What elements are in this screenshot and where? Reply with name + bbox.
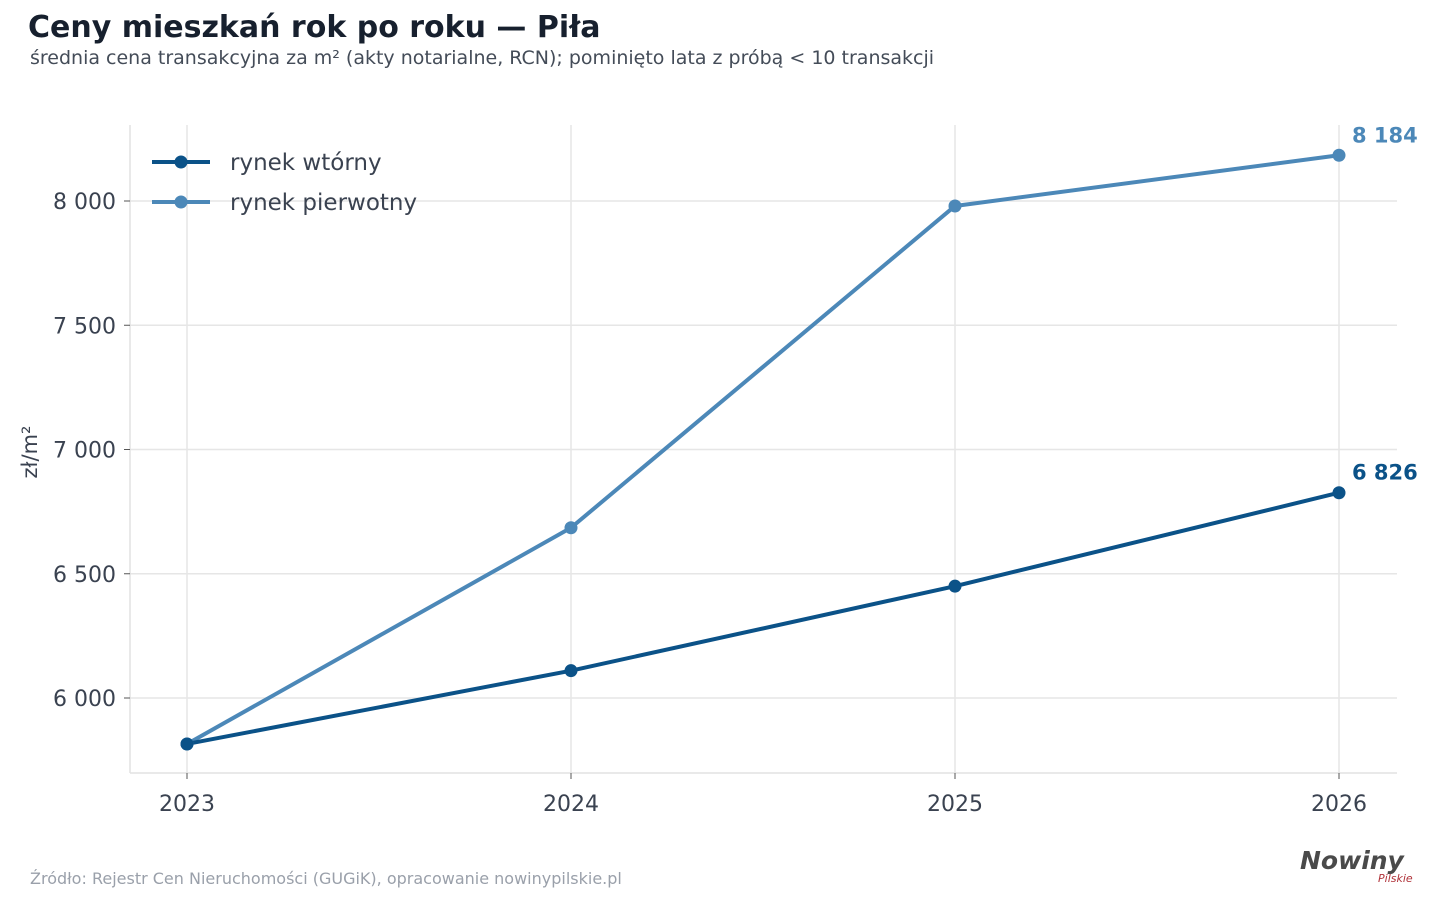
data-point bbox=[1332, 486, 1346, 500]
y-axis-label: zł/m² bbox=[18, 426, 42, 479]
x-tick-label: 2024 bbox=[543, 792, 599, 817]
logo-subtext: Pilskie bbox=[1378, 872, 1413, 885]
chart-subtitle: średnia cena transakcyjna za m² (akty no… bbox=[30, 47, 935, 69]
grid-lines bbox=[130, 125, 1397, 773]
logo-wordmark: Nowiny bbox=[1300, 846, 1404, 875]
series-line bbox=[185, 153, 1341, 746]
data-point bbox=[1332, 148, 1346, 162]
legend-label: rynek pierwotny bbox=[230, 190, 417, 216]
y-tick-label: 6 500 bbox=[53, 563, 116, 588]
chart-title: Ceny mieszkań rok po roku — Piła bbox=[28, 10, 601, 45]
x-tick-label: 2025 bbox=[927, 792, 983, 817]
end-value-label: 6 826 bbox=[1352, 461, 1418, 485]
y-tick-label: 6 000 bbox=[53, 687, 116, 712]
legend-swatch-marker bbox=[174, 195, 188, 209]
y-tick-label: 7 500 bbox=[53, 314, 116, 339]
legend: rynek wtórny rynek pierwotny bbox=[152, 150, 417, 216]
legend-label: rynek wtórny bbox=[230, 150, 382, 176]
data-point bbox=[564, 521, 578, 535]
publisher-logo: Nowiny Pilskie bbox=[1300, 846, 1416, 890]
series-lines bbox=[180, 148, 1346, 751]
data-point bbox=[948, 579, 962, 593]
end-labels: 6 826 8 184 bbox=[1352, 123, 1418, 484]
source-note: Źródło: Rejestr Cen Nieruchomości (GUGiK… bbox=[30, 869, 622, 888]
x-tick-label: 2023 bbox=[159, 792, 215, 817]
data-point bbox=[180, 737, 194, 751]
data-point bbox=[564, 664, 578, 678]
legend-swatch-marker bbox=[174, 155, 188, 169]
data-point bbox=[948, 199, 962, 213]
x-tick-label: 2026 bbox=[1311, 792, 1367, 817]
y-tick-label: 7 000 bbox=[53, 439, 116, 464]
end-value-label: 8 184 bbox=[1352, 123, 1418, 147]
series-line bbox=[185, 490, 1341, 746]
y-tick-label: 8 000 bbox=[53, 190, 116, 215]
axes: 6 000 6 500 7 000 7 500 8 000 2023 2024 2025 202… bbox=[18, 125, 1397, 817]
